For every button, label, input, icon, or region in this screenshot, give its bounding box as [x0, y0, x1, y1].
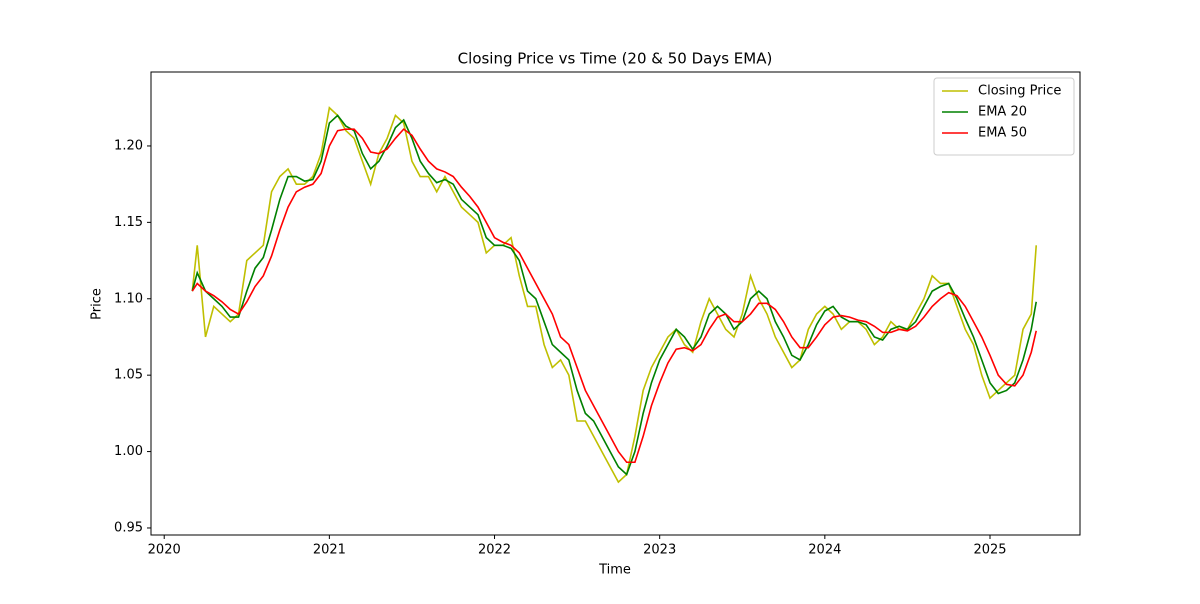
y-tick-label: 1.15	[114, 215, 143, 230]
x-tick-label: 2022	[478, 543, 511, 558]
chart-title: Closing Price vs Time (20 & 50 Days EMA)	[458, 50, 773, 68]
y-axis-label: Price	[90, 288, 105, 320]
x-tick-label: 2025	[973, 543, 1006, 558]
y-tick-label: 1.00	[114, 444, 143, 459]
y-tick-label: 1.05	[114, 368, 143, 383]
y-tick-label: 1.20	[114, 138, 143, 153]
legend-label: EMA 50	[978, 126, 1027, 141]
legend-label: Closing Price	[978, 84, 1061, 99]
legend-label: EMA 20	[978, 105, 1027, 120]
y-tick-label: 1.10	[114, 291, 143, 306]
x-axis-label: Time	[598, 563, 631, 578]
x-tick-label: 2024	[808, 543, 841, 558]
x-tick-label: 2023	[643, 543, 676, 558]
y-tick-label: 0.95	[114, 520, 143, 535]
series-line	[191, 128, 1038, 464]
series-line	[191, 114, 1038, 476]
plot-frame	[150, 71, 1081, 536]
series-line	[191, 106, 1038, 484]
x-tick-label: 2020	[148, 543, 181, 558]
legend-box	[933, 77, 1075, 156]
x-tick-label: 2021	[313, 543, 346, 558]
